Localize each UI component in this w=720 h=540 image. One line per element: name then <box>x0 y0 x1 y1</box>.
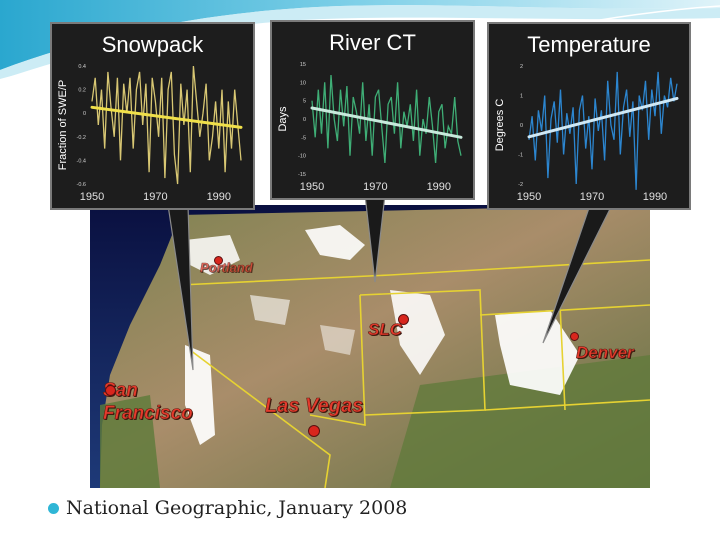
city-marker-slc <box>398 314 409 325</box>
city-marker-las-vegas <box>308 425 320 437</box>
bullet-icon <box>48 503 59 514</box>
river-ct-x-tick-label: 1970 <box>363 181 387 193</box>
temperature-y-tick-label: 1 <box>520 94 523 100</box>
snowpack-y-tick-label: -0.4 <box>77 158 86 164</box>
snowpack-chart: Fraction of SWE/P 0.4 0.2 0 -0.2 -0.4 -0.6 1950… <box>57 64 243 203</box>
snowpack-chart-panel: Snowpack Fraction of SWE/P 0.4 0.2 0 -0.2 -0.… <box>50 22 255 210</box>
temperature-y-axis-label: Degrees C <box>494 99 506 152</box>
city-label-portland: Portland <box>200 260 253 276</box>
snowpack-x-tick-label: 1970 <box>143 191 167 203</box>
snowpack-x-tick-label: 1950 <box>80 191 104 203</box>
river-ct-chart: Days 15 10 5 0 -5 -10 -15 1950 1970 1990 <box>277 62 463 193</box>
caption-text: National Geographic, January 2008 <box>66 497 408 519</box>
river-ct-y-tick-label: 5 <box>303 99 306 105</box>
temperature-chart-title: Temperature <box>527 32 651 57</box>
river-ct-y-tick-label: 0 <box>303 117 306 123</box>
temperature-series-line <box>528 71 678 190</box>
river-ct-y-tick-label: -15 <box>298 172 306 178</box>
temperature-y-tick-label: 0 <box>520 123 523 129</box>
city-marker-san-francisco <box>105 385 116 396</box>
river-ct-x-tick-label: 1950 <box>300 181 324 193</box>
snowpack-y-tick-label: 0.4 <box>78 64 86 70</box>
river-ct-trend-line <box>310 106 463 139</box>
river-ct-y-tick-label: -10 <box>298 154 306 160</box>
city-label-denver: Denver <box>576 343 634 363</box>
city-label-san-francisco: San Francisco <box>103 380 193 425</box>
snowpack-x-tick-label: 1990 <box>207 191 231 203</box>
snowpack-trend-line <box>90 105 243 129</box>
river-ct-y-tick-label: 10 <box>300 80 306 86</box>
snowpack-y-tick-label: -0.2 <box>77 135 86 141</box>
city-label-las-vegas: Las Vegas <box>265 395 364 418</box>
snowpack-series-line <box>91 65 242 185</box>
snowpack-y-tick-label: -0.6 <box>77 182 86 188</box>
river-ct-y-tick-label: 15 <box>300 62 306 68</box>
western-us-map <box>90 205 650 488</box>
river-ct-series-line <box>311 74 462 164</box>
snowpack-y-tick-label: 0.2 <box>78 88 86 94</box>
river-ct-chart-panel: River CT Days 15 10 5 0 -5 -10 -15 1950 1970 1990 <box>270 20 475 200</box>
river-ct-chart-title: River CT <box>329 30 416 55</box>
temperature-x-tick-label: 1970 <box>580 191 604 203</box>
river-ct-y-axis-label: Days <box>277 106 289 132</box>
city-marker-denver <box>570 332 579 341</box>
temperature-chart: Degrees C 2 1 0 -1 -2 1950 1970 1990 <box>494 64 679 203</box>
snowpack-y-axis-label: Fraction of SWE/P <box>57 80 69 170</box>
city-marker-portland <box>214 256 223 265</box>
temperature-chart-panel: Temperature Degrees C 2 1 0 -1 -2 1950 1970 1990 <box>487 22 691 210</box>
temperature-trend-line <box>527 96 679 139</box>
temperature-y-tick-label: -1 <box>518 153 523 159</box>
temperature-y-tick-label: 2 <box>520 64 523 70</box>
snowpack-chart-title: Snowpack <box>101 32 204 57</box>
river-ct-y-tick-label: -5 <box>301 135 306 141</box>
river-ct-x-tick-label: 1990 <box>427 181 451 193</box>
city-label-slc: SLC <box>368 320 403 340</box>
temperature-x-tick-label: 1990 <box>643 191 667 203</box>
temperature-y-tick-label: -2 <box>518 182 523 188</box>
snowpack-y-tick-label: 0 <box>83 111 86 117</box>
temperature-x-tick-label: 1950 <box>517 191 541 203</box>
